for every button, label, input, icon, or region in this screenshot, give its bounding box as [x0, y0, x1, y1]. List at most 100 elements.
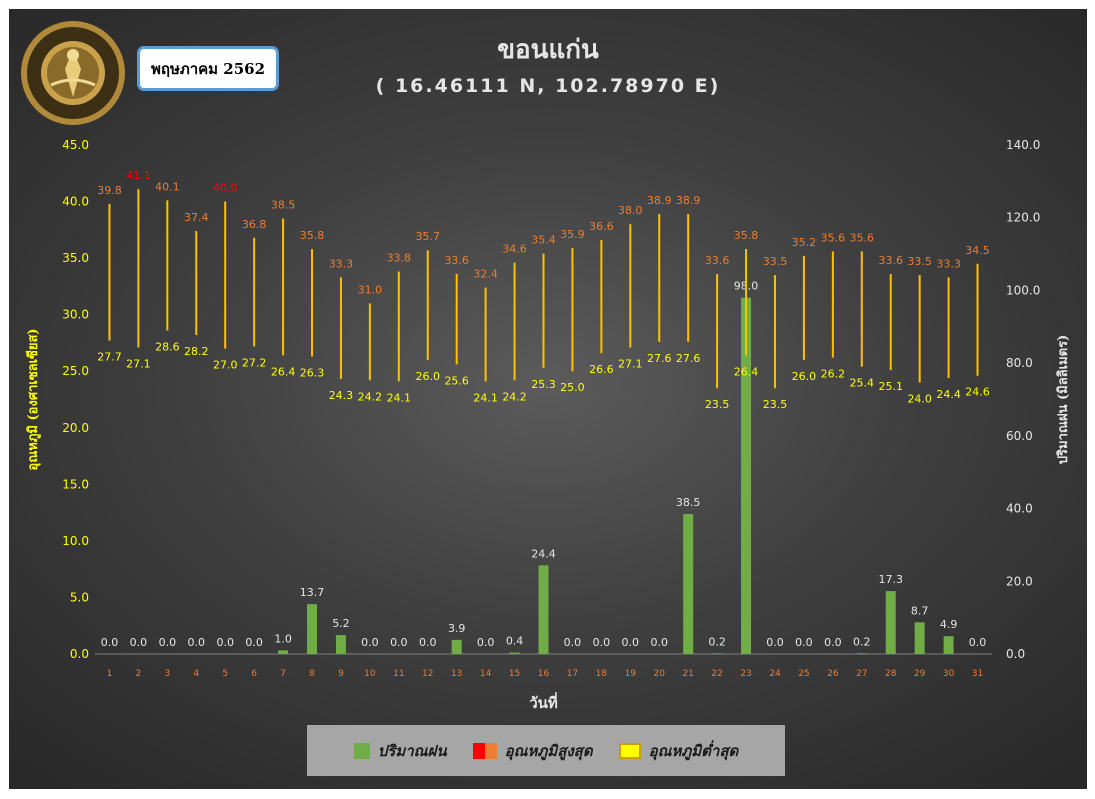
tmin-data-label: 25.4 [850, 377, 875, 390]
chart-subtitle: ( 16.46111 N, 102.78970 E) [375, 75, 721, 97]
x-tick-label: 12 [422, 669, 433, 679]
rain-data-label: 0.0 [622, 636, 640, 649]
tmax-data-label: 35.4 [531, 234, 556, 247]
rain-data-label: 0.4 [506, 635, 524, 648]
x-tick-label: 11 [393, 669, 404, 679]
y-left-tick-label: 0.0 [70, 647, 89, 661]
y-left-tick-label: 25.0 [62, 364, 89, 378]
tmin-data-label: 26.2 [821, 368, 846, 381]
tmin-data-label: 26.0 [416, 370, 441, 383]
y-left-tick-label: 45.0 [62, 138, 89, 152]
month-label-box: พฤษภาคม 2562 [137, 46, 279, 91]
x-tick-label: 23 [740, 669, 751, 679]
tmin-data-label: 28.2 [184, 345, 209, 358]
tmin-data-label: 26.0 [792, 370, 817, 383]
rain-data-label: 38.5 [676, 496, 701, 509]
rain-data-label: 0.0 [969, 636, 987, 649]
rain-bar [914, 622, 925, 654]
tmin-data-label: 23.5 [705, 398, 730, 411]
x-tick-label: 5 [222, 669, 228, 679]
legend-swatch-rain [353, 742, 370, 759]
tmin-data-label: 24.1 [473, 391, 498, 404]
rain-bar [856, 653, 867, 654]
tmax-data-label: 33.3 [329, 257, 354, 270]
tmax-data-label: 33.5 [763, 255, 788, 268]
legend-label-tmin: อุณหภูมิต่ำสุด [648, 741, 739, 760]
tmax-data-label: 33.6 [878, 254, 903, 267]
rain-data-label: 0.0 [419, 636, 437, 649]
y-right-tick-label: 100.0 [1006, 283, 1040, 297]
x-tick-label: 8 [309, 669, 315, 679]
legend-item-rain: ปริมาณฝน [353, 739, 447, 763]
meteorological-department-logo [21, 21, 125, 125]
x-tick-label: 13 [451, 669, 462, 679]
rain-bar [335, 635, 346, 654]
rain-data-label: 0.0 [824, 636, 842, 649]
x-tick-label: 10 [364, 669, 376, 679]
rain-data-label: 0.0 [477, 636, 495, 649]
y-left-tick-label: 10.0 [62, 534, 89, 548]
tmax-data-label: 38.0 [618, 204, 643, 217]
rain-data-label: 0.0 [650, 636, 668, 649]
chart-title: ขอนแก่น [497, 35, 599, 65]
tmin-data-label: 27.1 [618, 357, 643, 370]
tmin-data-label: 24.2 [502, 390, 527, 403]
rain-bar [538, 565, 549, 654]
y-left-tick-label: 35.0 [62, 251, 89, 265]
rain-bar [451, 639, 462, 654]
tmin-data-label: 26.4 [734, 365, 759, 378]
tmax-data-label: 38.9 [647, 194, 672, 207]
x-tick-label: 25 [798, 669, 809, 679]
y-right-tick-label: 0.0 [1006, 647, 1025, 661]
rain-data-label: 13.7 [300, 586, 325, 599]
y-left-tick-label: 5.0 [70, 590, 89, 604]
tmin-data-label: 27.6 [676, 352, 701, 365]
x-tick-label: 4 [193, 669, 199, 679]
rain-data-label: 4.9 [940, 618, 958, 631]
rain-bar [741, 297, 752, 654]
rain-data-label: 0.0 [766, 636, 784, 649]
y-right-tick-label: 80.0 [1006, 356, 1033, 370]
tmax-data-label: 31.0 [358, 283, 383, 296]
tmin-data-label: 27.7 [97, 351, 122, 364]
tmin-data-label: 25.6 [444, 374, 469, 387]
legend-label-tmax: อุณหภูมิสูงสุด [504, 741, 593, 760]
y-right-tick-label: 40.0 [1006, 502, 1033, 516]
legend-item-tmax: อุณหภูมิสูงสุด [472, 739, 593, 763]
rain-bar [712, 653, 723, 654]
tmax-data-label: 33.5 [907, 255, 932, 268]
tmax-data-label: 33.8 [387, 252, 412, 265]
tmax-data-label: 37.4 [184, 211, 209, 224]
rain-data-label: 0.0 [101, 636, 119, 649]
x-tick-label: 6 [251, 669, 257, 679]
y-right-tick-label: 60.0 [1006, 429, 1033, 443]
tmax-data-label: 36.6 [589, 220, 614, 233]
y-right-tick-label: 20.0 [1006, 574, 1033, 588]
tmax-data-label: 34.6 [502, 243, 527, 256]
y-right-tick-label: 140.0 [1006, 138, 1040, 152]
tmax-data-label: 40.0 [213, 182, 238, 195]
tmin-data-label: 24.1 [387, 391, 412, 404]
legend: ปริมาณฝน อุณหภูมิสูงสุด อุณหภูมิต่ำสุด [307, 725, 785, 776]
legend-swatch-tmin [618, 742, 641, 759]
month-label: พฤษภาคม 2562 [150, 59, 266, 78]
rain-data-label: 0.0 [216, 636, 234, 649]
rain-bar [307, 604, 318, 654]
x-tick-label: 7 [280, 669, 286, 679]
tmax-data-label: 33.6 [444, 254, 469, 267]
tmin-data-label: 27.1 [126, 357, 151, 370]
rain-data-label: 0.2 [708, 635, 726, 648]
x-tick-label: 26 [827, 669, 839, 679]
x-tick-label: 1 [107, 669, 113, 679]
tmin-data-label: 27.6 [647, 352, 672, 365]
rain-data-label: 0.0 [159, 636, 177, 649]
y-left-tick-label: 20.0 [62, 421, 89, 435]
legend-label-rain: ปริมาณฝน [377, 741, 447, 760]
tmin-data-label: 27.0 [213, 359, 238, 372]
rain-data-label: 3.9 [448, 622, 466, 635]
rain-data-label: 0.0 [130, 636, 148, 649]
rain-bar [683, 514, 694, 654]
rain-data-label: 8.7 [911, 604, 929, 617]
x-tick-label: 9 [338, 669, 344, 679]
rain-bar [278, 650, 289, 654]
